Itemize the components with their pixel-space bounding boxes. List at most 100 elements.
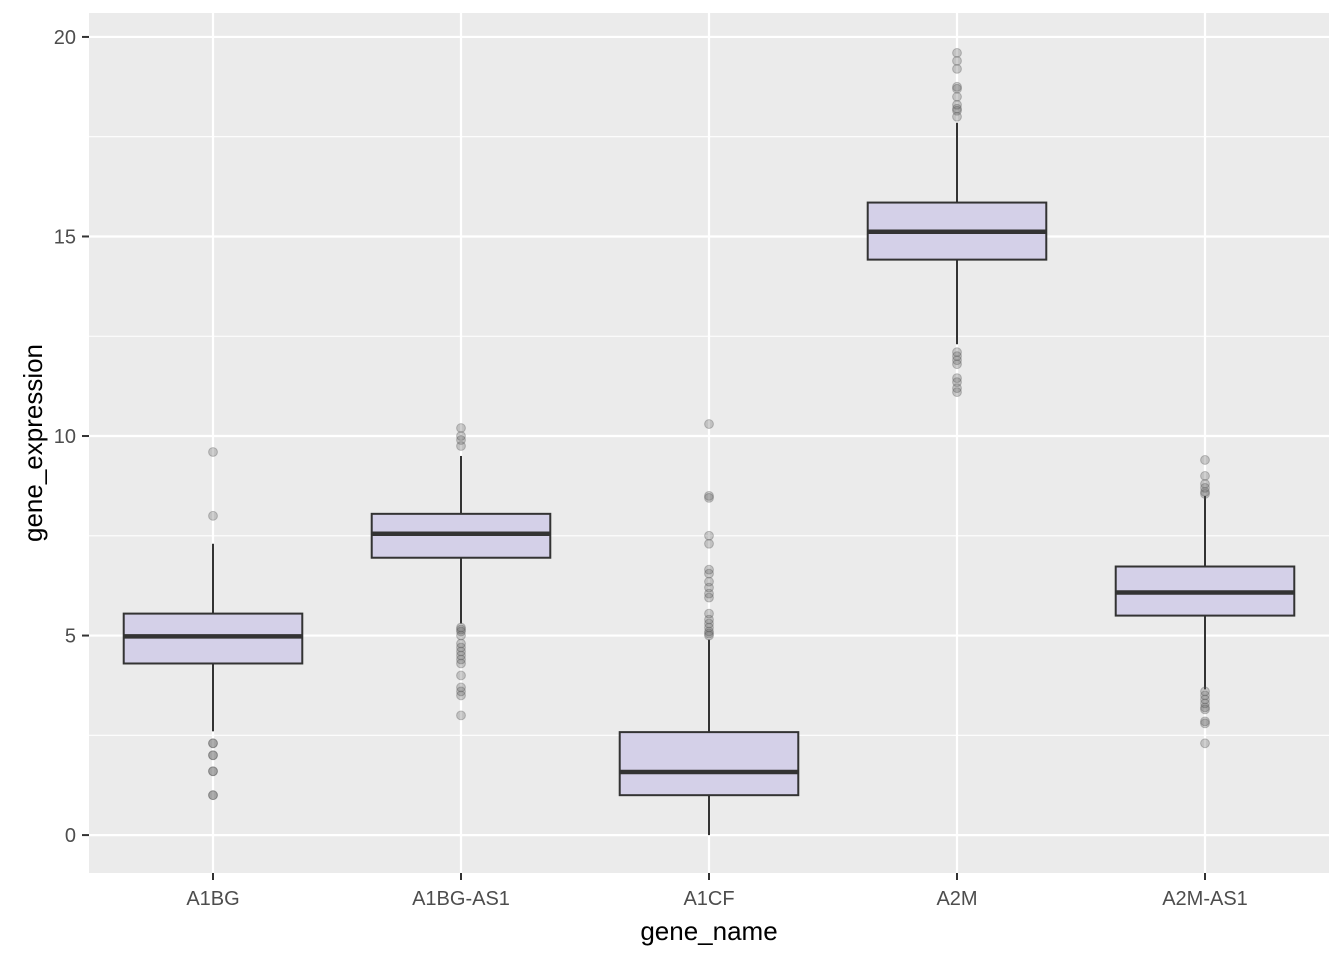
x-tick-label: A1BG (186, 888, 239, 910)
outlier-point (952, 355, 962, 366)
outlier-point (704, 630, 714, 641)
iqr-box (618, 731, 800, 797)
outlier-point (208, 790, 218, 801)
outlier-point (456, 690, 466, 701)
outlier-point (208, 750, 218, 761)
outlier-point (704, 618, 714, 629)
outlier-point (1200, 694, 1210, 705)
outlier-point (952, 55, 962, 66)
outlier-point (1200, 690, 1210, 701)
outlier-point (704, 628, 714, 639)
outlier-point (952, 359, 962, 370)
outlier-point (704, 576, 714, 587)
outlier-point (704, 608, 714, 619)
y-tick-label: 5 (65, 626, 76, 648)
outlier-point (456, 624, 466, 635)
outlier-point (952, 373, 962, 384)
outlier-point (704, 614, 714, 625)
outlier-point (456, 710, 466, 721)
outlier-point (952, 83, 962, 94)
outlier-point (704, 564, 714, 575)
outlier-point (952, 91, 962, 102)
outlier-point (208, 750, 218, 761)
outlier-point (952, 99, 962, 110)
outlier-point (456, 435, 466, 445)
outlier-point (952, 351, 962, 362)
x-tick-label: A1CF (683, 888, 734, 910)
outlier-point (1200, 698, 1210, 709)
outlier-point (704, 582, 714, 593)
y-tick-label: 15 (54, 226, 76, 248)
outlier-point (1200, 471, 1210, 481)
outlier-point (208, 510, 218, 521)
outlier-point (1200, 704, 1210, 715)
outlier-point (456, 441, 466, 451)
outlier-point (704, 490, 714, 501)
outlier-point (1200, 455, 1210, 465)
box-group-a2m (866, 48, 1048, 398)
outlier-point (704, 592, 714, 603)
outlier-point (704, 538, 714, 549)
outlier-point (456, 630, 466, 641)
x-tick-label: A2M-AS1 (1162, 888, 1248, 910)
outlier-point (456, 682, 466, 693)
outlier-point (952, 81, 962, 92)
y-tick-label: 0 (65, 825, 76, 847)
y-tick-label: 10 (54, 426, 76, 448)
outlier-point (1200, 486, 1210, 497)
y-tick-label: 20 (54, 27, 76, 49)
axes: 0 5 10 15 20 A1BG A1BG-AS1 A1CF A2M A2M-AS1 (54, 27, 1248, 910)
outlier-point (704, 530, 714, 541)
outlier-point (704, 588, 714, 599)
outlier-point (1200, 686, 1210, 697)
outlier-point (704, 622, 714, 633)
box-group-a1bg (122, 447, 304, 801)
outlier-point (1200, 716, 1210, 727)
outlier-point (456, 642, 466, 653)
outlier-point (952, 387, 962, 398)
box-group-a1bg-as1 (370, 423, 552, 721)
outlier-point (456, 686, 466, 697)
outlier-point (1200, 479, 1210, 489)
outlier-point (456, 670, 466, 681)
boxes-layer (122, 48, 1296, 836)
outlier-point (456, 658, 466, 669)
outlier-point (456, 431, 466, 441)
outlier-point (456, 622, 466, 633)
outlier-point (456, 646, 466, 657)
outlier-point (1200, 482, 1210, 493)
outlier-point (952, 377, 962, 388)
y-axis-title: gene_expression (18, 344, 48, 542)
outlier-point (704, 492, 714, 503)
outlier-point (952, 383, 962, 394)
outlier-point (208, 790, 218, 801)
outlier-point (1200, 488, 1210, 499)
x-tick-label: A1BG-AS1 (412, 888, 510, 910)
outlier-point (456, 654, 466, 665)
outlier-point (952, 347, 962, 358)
outlier-point (1200, 702, 1210, 713)
outlier-point (208, 766, 218, 777)
outlier-point (456, 638, 466, 649)
outlier-point (208, 766, 218, 777)
outlier-point (704, 568, 714, 579)
outlier-point (208, 738, 218, 749)
outlier-point (208, 738, 218, 749)
outlier-point (952, 111, 962, 122)
outlier-point (456, 626, 466, 637)
outlier-point (456, 650, 466, 661)
outlier-point (952, 105, 962, 116)
outlier-point (456, 423, 466, 433)
x-axis-title: gene_name (640, 916, 777, 946)
outlier-point (952, 63, 962, 74)
outlier-point (1200, 718, 1210, 729)
outlier-point (952, 103, 962, 114)
x-tick-label: A2M (936, 888, 977, 910)
outlier-point (704, 626, 714, 637)
box-group-a1cf (618, 419, 800, 836)
outlier-point (704, 419, 714, 429)
outlier-point (208, 447, 218, 457)
outlier-point (952, 48, 962, 58)
